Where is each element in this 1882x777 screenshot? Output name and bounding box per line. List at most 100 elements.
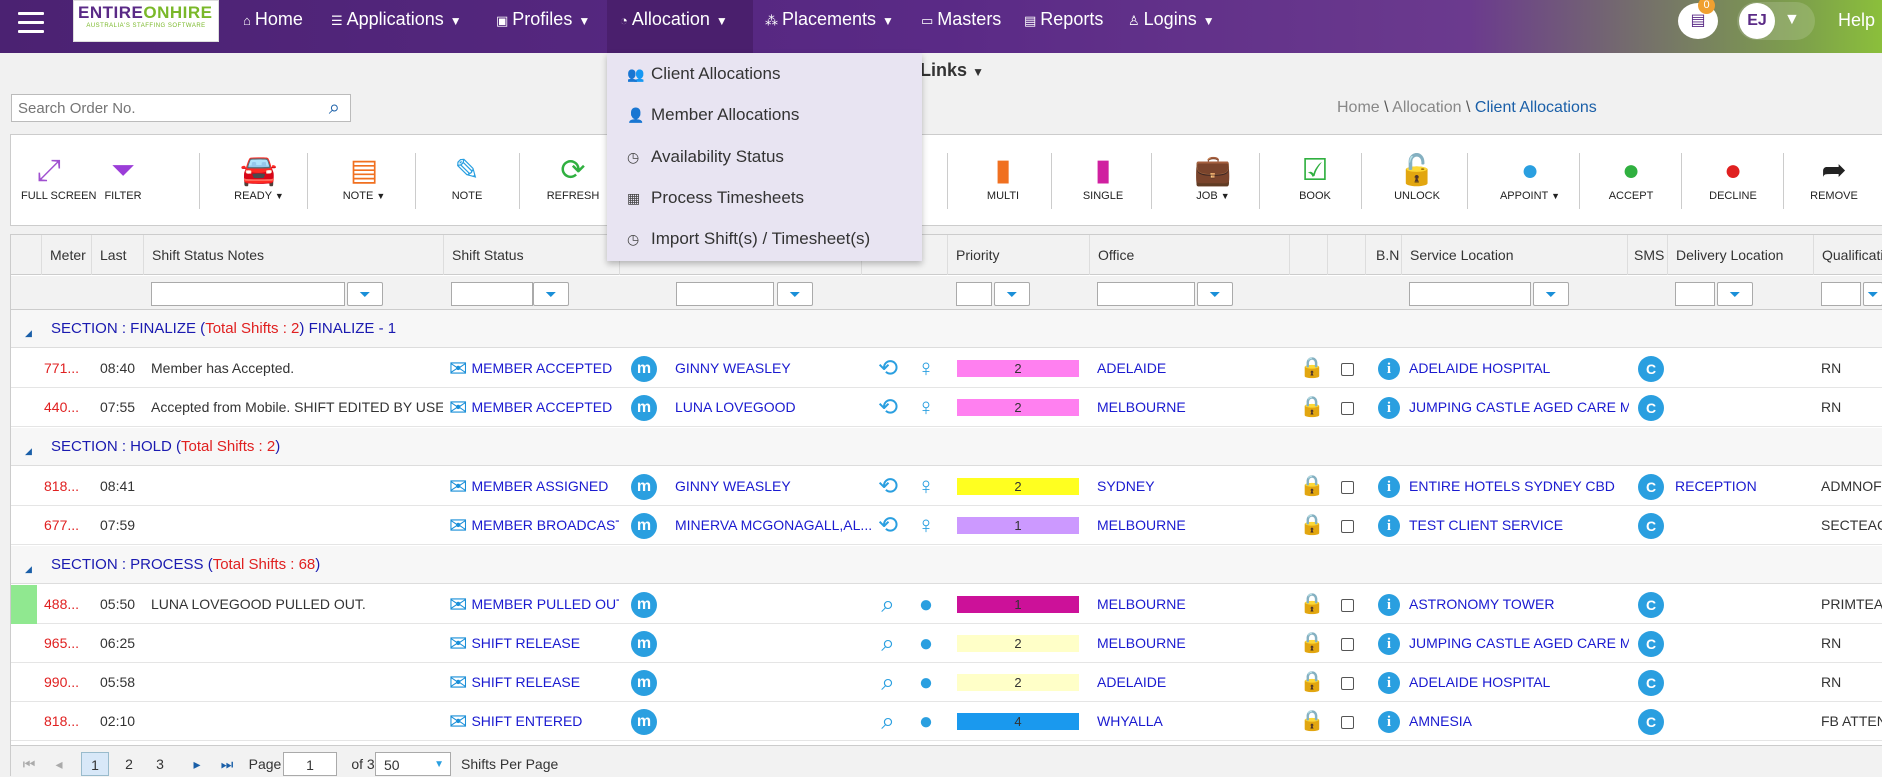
table-row[interactable]: 990... 05:58 ✉ SHIFT RELEASE m ⌕ ● 2 ADELAIDE 🔒 i A… [11, 663, 1882, 702]
first-page-icon[interactable]: ⏮ [22, 756, 36, 772]
col-qualification[interactable]: Qualificatio [1813, 235, 1882, 275]
office-name[interactable]: MELBOURNE [1097, 635, 1186, 651]
service-location[interactable]: ENTIRE HOTELS SYDNEY CBD [1409, 478, 1615, 494]
search-icon[interactable]: ⌕ [328, 97, 340, 119]
shift-status[interactable]: ✉ SHIFT ENTERED [449, 702, 619, 741]
service-location[interactable]: ADELAIDE HOSPITAL [1409, 674, 1551, 690]
table-row[interactable]: 965... 06:25 ✉ SHIFT RELEASE m ⌕ ● 2 MELBOURNE 🔒 i… [11, 624, 1882, 663]
filter-input-notes[interactable] [151, 282, 345, 306]
filter-input-delivery[interactable] [1675, 282, 1715, 306]
filter-icon[interactable]: ⏷ [994, 282, 1030, 306]
collapse-triangle-icon[interactable]: ◢ [25, 328, 32, 338]
member-message[interactable]: m [631, 585, 663, 624]
member-name[interactable]: LUNA LOVEGOOD [675, 399, 796, 415]
nav-allocation[interactable]: ◔ Allocation ▼ [607, 0, 753, 53]
lock-icon[interactable]: 🔒 [1299, 396, 1325, 418]
col-office[interactable]: Office [1089, 235, 1299, 275]
info-icon[interactable]: i [1375, 349, 1403, 388]
lock-icon[interactable]: 🔒 [1299, 671, 1325, 693]
last-page-icon[interactable]: ⏭ [220, 756, 234, 772]
next-page-icon[interactable]: ▸ [193, 756, 201, 772]
collapse-triangle-icon[interactable]: ◢ [25, 564, 32, 574]
sms-button[interactable]: C [1635, 702, 1667, 741]
info-icon[interactable]: i [1375, 388, 1403, 427]
history-icon[interactable]: ⟲ [877, 473, 899, 500]
delivery-location[interactable]: RECEPTION [1675, 478, 1757, 494]
filter-icon[interactable]: ⏷ [1197, 282, 1233, 306]
search-member-icon[interactable]: ⌕ [881, 669, 895, 696]
search-member-icon[interactable]: ⌕ [881, 630, 895, 657]
member-message[interactable]: m [631, 506, 663, 545]
female-icon[interactable]: ♀ [917, 512, 935, 539]
table-row[interactable]: 818... 02:10 ✉ SHIFT ENTERED m ⌕ ● 4 WHYALLA 🔒 i AM… [11, 702, 1882, 741]
history-icon[interactable]: ⟲ [877, 355, 899, 382]
nav-reports[interactable]: ▤ Reports [1024, 0, 1103, 38]
history-icon[interactable]: ⟲ [877, 394, 899, 421]
job-button[interactable]: 💼 JOB ▼ [1187, 153, 1239, 202]
search-input[interactable] [12, 95, 302, 121]
member-name[interactable] [675, 702, 875, 741]
member-message[interactable]: m [631, 624, 663, 663]
info-icon[interactable]: i [1375, 663, 1403, 702]
search-member-icon[interactable]: ⌕ [881, 591, 895, 618]
office-name[interactable]: MELBOURNE [1097, 399, 1186, 415]
priority-bar[interactable]: 2 [957, 674, 1079, 691]
col-meter[interactable]: Meter [41, 235, 101, 275]
priority-bar[interactable]: 1 [957, 517, 1079, 534]
shift-status[interactable]: ✉ MEMBER ASSIGNED [449, 467, 619, 506]
delivery-location[interactable] [1675, 702, 1815, 741]
priority-bar[interactable]: 4 [957, 713, 1079, 730]
section-header[interactable]: ◢ SECTION : PROCESS (Total Shifts : 68) [11, 546, 1882, 584]
table-row[interactable]: 488... 05:50 LUNA LOVEGOOD PULLED OUT. ✉ MEM… [11, 585, 1882, 624]
lock-icon[interactable]: 🔒 [1299, 357, 1325, 379]
table-row[interactable]: 771... 08:40 Member has Accepted. ✉ MEMBER A… [11, 349, 1882, 388]
history-icon[interactable]: ⟲ [877, 512, 899, 539]
ready-button[interactable]: 🚘 READY ▼ [229, 153, 289, 202]
row-checkbox[interactable] [1337, 506, 1357, 545]
member-message[interactable]: m [631, 702, 663, 741]
menu-item-availability-status[interactable]: ◷ Availability Status [627, 139, 784, 175]
page-button[interactable]: 2 [125, 756, 133, 772]
shift-status[interactable]: ✉ MEMBER BROADCAST [449, 506, 619, 545]
table-row[interactable]: 677... 07:59 ✉ MEMBER BROADCAST m MINERVA MCG… [11, 506, 1882, 545]
sms-button[interactable]: C [1635, 506, 1667, 545]
service-location[interactable]: ASTRONOMY TOWER [1409, 596, 1555, 612]
breadcrumb-home[interactable]: Home [1337, 99, 1380, 116]
female-icon[interactable]: ♀ [917, 394, 935, 421]
shift-status[interactable]: ✉ MEMBER ACCEPTED [449, 388, 619, 427]
person-icon[interactable]: ● [918, 630, 934, 657]
shift-status[interactable]: ✉ SHIFT RELEASE [449, 624, 619, 663]
filter-icon[interactable]: ⏷ [1533, 282, 1569, 306]
book-button[interactable]: ☑ BOOK [1293, 153, 1337, 202]
filter-icon[interactable]: ⏷ [1863, 282, 1882, 306]
service-location[interactable]: JUMPING CASTLE AGED CARE M... [1409, 635, 1629, 651]
filter-input-status[interactable] [451, 282, 533, 306]
section-header[interactable]: ◢ SECTION : FINALIZE (Total Shifts : 2) F… [11, 310, 1882, 348]
full-screen-button[interactable]: ⤢ FULL SCREEN [21, 153, 96, 202]
row-checkbox[interactable] [1337, 467, 1357, 506]
menu-item-import-shifts[interactable]: ◷ Import Shift(s) / Timesheet(s) [627, 221, 870, 257]
sms-button[interactable]: C [1635, 624, 1667, 663]
shift-status[interactable]: ✉ SHIFT RELEASE [449, 663, 619, 702]
sms-button[interactable]: C [1635, 467, 1667, 506]
lock-icon[interactable]: 🔒 [1299, 514, 1325, 536]
lock-icon[interactable]: 🔒 [1299, 475, 1325, 497]
decline-button[interactable]: ● DECLINE [1705, 153, 1761, 202]
section-header[interactable]: ◢ SECTION : HOLD (Total Shifts : 2) [11, 428, 1882, 466]
office-name[interactable]: ADELAIDE [1097, 674, 1167, 690]
shift-status[interactable]: ✉ MEMBER PULLED OUT [449, 585, 619, 624]
member-name[interactable]: GINNY WEASLEY [675, 360, 791, 376]
sms-button[interactable]: C [1635, 585, 1667, 624]
member-message[interactable]: m [631, 663, 663, 702]
member-message[interactable]: m [631, 388, 663, 427]
person-icon[interactable]: ● [918, 591, 934, 618]
office-name[interactable]: WHYALLA [1097, 713, 1163, 729]
service-location[interactable]: TEST CLIENT SERVICE [1409, 517, 1564, 533]
col-last[interactable]: Last [91, 235, 151, 275]
delivery-location[interactable] [1675, 663, 1815, 702]
service-location[interactable]: JUMPING CASTLE AGED CARE M... [1409, 399, 1629, 415]
delivery-location[interactable] [1675, 349, 1815, 388]
appoint-button[interactable]: ● APPOINT ▼ [1495, 153, 1565, 202]
avatar[interactable]: EJ [1739, 3, 1775, 39]
nav-home[interactable]: ⌂ Home [243, 0, 303, 38]
